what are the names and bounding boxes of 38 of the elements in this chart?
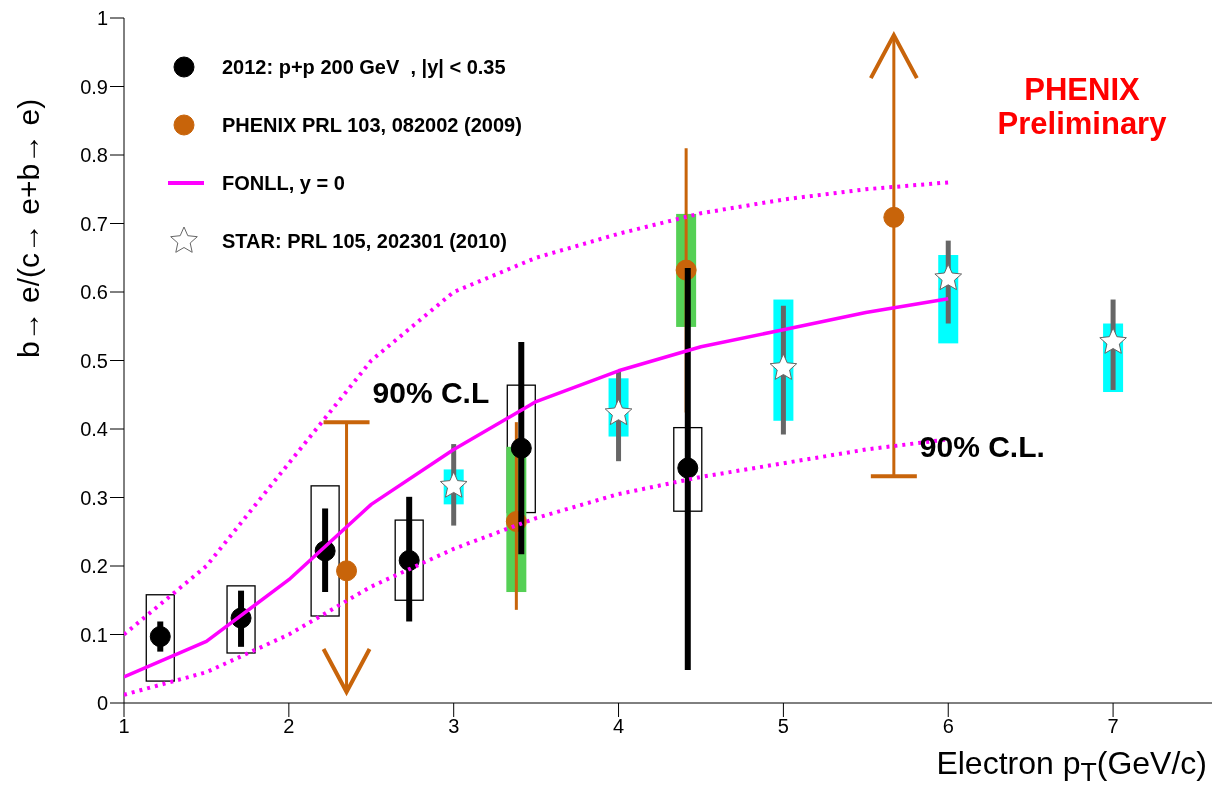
point (510, 437, 532, 459)
point (1099, 327, 1127, 354)
point (769, 353, 798, 380)
y-tick-label: 1 (96, 7, 108, 30)
bar (145, 594, 175, 682)
legend-label: STAR: PRL 105, 202301 (2010) (222, 229, 507, 253)
bar (310, 485, 340, 617)
y-tick-label: 0.4 (80, 418, 108, 441)
point (604, 398, 633, 426)
y-tick-label: 0.8 (80, 144, 108, 167)
y-tick-label: 0.1 (80, 623, 108, 646)
x-tick-label: 4 (612, 715, 625, 738)
point (439, 471, 468, 498)
annotation: 90% C.L. (919, 430, 1045, 465)
y-tick-label: 0 (96, 692, 108, 715)
x-tick-label: 2 (283, 715, 295, 738)
x-tick-label: 6 (942, 715, 954, 738)
y-tick-label: 0.5 (80, 349, 108, 372)
point (883, 206, 905, 228)
legend-label: FONLL, y = 0 (222, 171, 345, 195)
annotation: PHENIX Preliminary (996, 72, 1168, 141)
point (934, 263, 963, 291)
x-tick-label: 7 (1107, 715, 1119, 738)
x-tick-label: 3 (448, 715, 460, 738)
legend-label: 2012: p+p 200 GeV , |y| < 0.35 (222, 55, 506, 79)
y-tick-label: 0.9 (80, 75, 108, 98)
x-tick-label: 1 (118, 715, 130, 738)
legend-label: PHENIX PRL 103, 082002 (2009) (222, 113, 522, 137)
point (336, 560, 358, 582)
y-tick-label: 0.3 (80, 486, 108, 509)
annotation: 90% C.L (372, 376, 490, 411)
y-tick-label: 0.7 (80, 212, 108, 235)
bar (226, 585, 256, 654)
y-tick-label: 0.6 (80, 281, 108, 304)
x-axis-title: Electron p$_{T}$(GeV/c) (936, 744, 1207, 788)
y-axis-title: b→ e/(c→ e+b→ e) (12, 98, 46, 358)
x-tick-label: 5 (777, 715, 789, 738)
y-tick-label: 0.2 (80, 555, 108, 578)
